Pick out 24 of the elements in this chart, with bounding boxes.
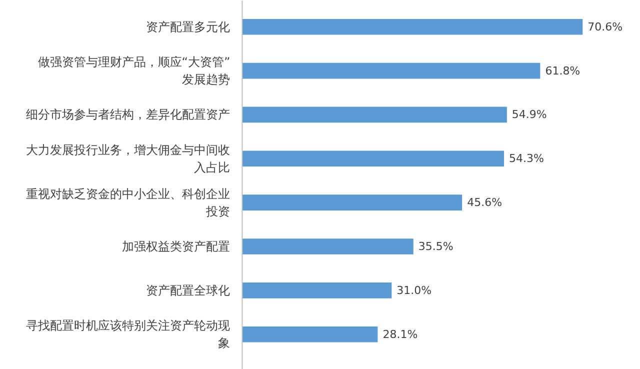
data-label: 35.5% [418, 240, 454, 253]
bar [242, 326, 378, 342]
data-label: 61.8% [545, 64, 580, 78]
bar [242, 106, 507, 123]
y-tick-label: 细分市场参与者结构，差异化配置资产 [26, 108, 230, 122]
bar [242, 62, 540, 79]
y-tick-label: 资产配置多元化 [146, 20, 230, 34]
y-tick-label: 资产配置全球化 [146, 283, 230, 298]
bar [242, 282, 392, 298]
bar [242, 238, 414, 254]
data-label: 45.6% [467, 196, 502, 210]
data-label: 31.0% [396, 284, 432, 297]
data-label: 70.6% [588, 20, 623, 34]
data-label: 54.9% [512, 108, 547, 122]
y-tick-label: 重视对缺乏资金的中小企业、科创企业投资 [26, 186, 230, 218]
data-label: 28.1% [382, 328, 418, 341]
y-tick-label: 加强权益类资产配置 [122, 240, 230, 254]
bar [242, 18, 583, 35]
y-tick-label: 大力发展投行业务，增大佣金与中间收入占比 [26, 142, 230, 174]
y-tick-label: 做强资管与理财产品，顺应“大资管”发展趋势 [38, 55, 230, 87]
bar [242, 194, 462, 210]
data-label: 54.3% [509, 152, 544, 166]
bar [242, 150, 504, 167]
y-tick-label: 寻找配置时机应该特别关注资产轮动现象 [26, 318, 230, 350]
